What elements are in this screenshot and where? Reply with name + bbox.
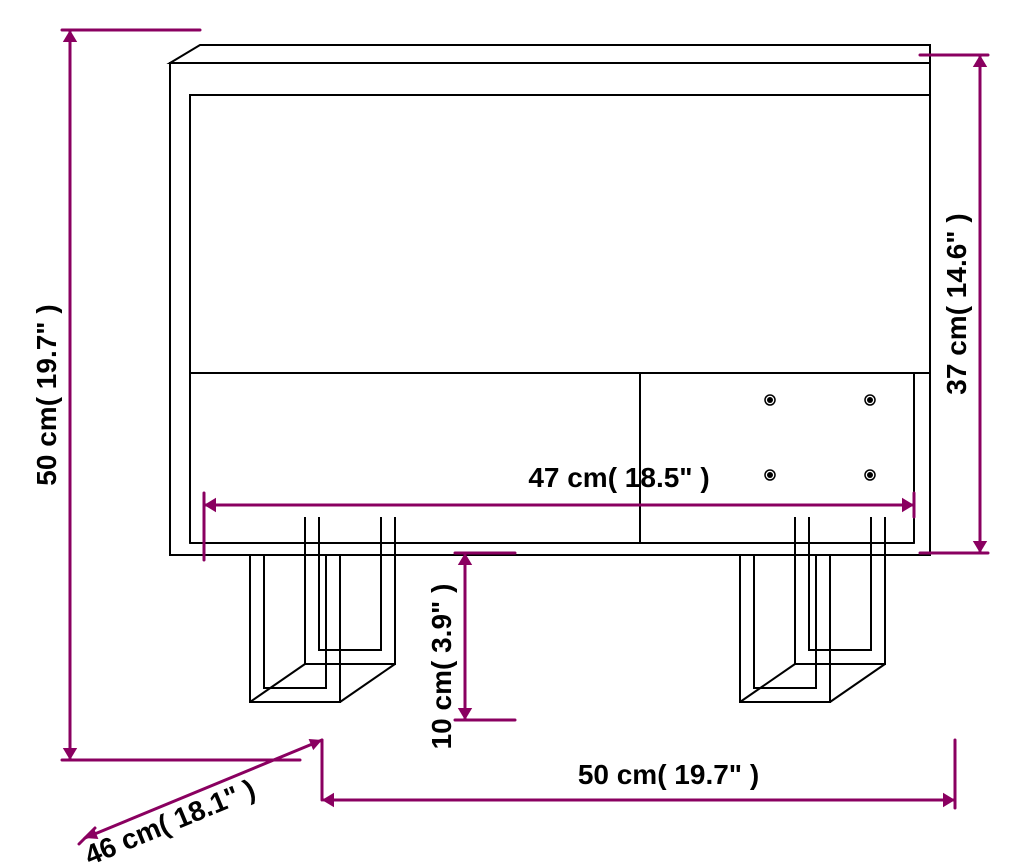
dim-width-total-label: 50 cm( 19.7" ) [578,759,759,790]
dim-height-total-label: 50 cm( 19.7" ) [31,304,62,485]
dim-inner-width-label: 47 cm( 18.5" ) [528,462,709,493]
cabinet-drawing [170,45,930,702]
dim-depth-label: 46 cm( 18.1" ) [80,773,259,867]
dim-leg-height-label: 10 cm( 3.9" ) [426,584,457,750]
dim-height-upper-label: 37 cm( 14.6" ) [941,213,972,394]
